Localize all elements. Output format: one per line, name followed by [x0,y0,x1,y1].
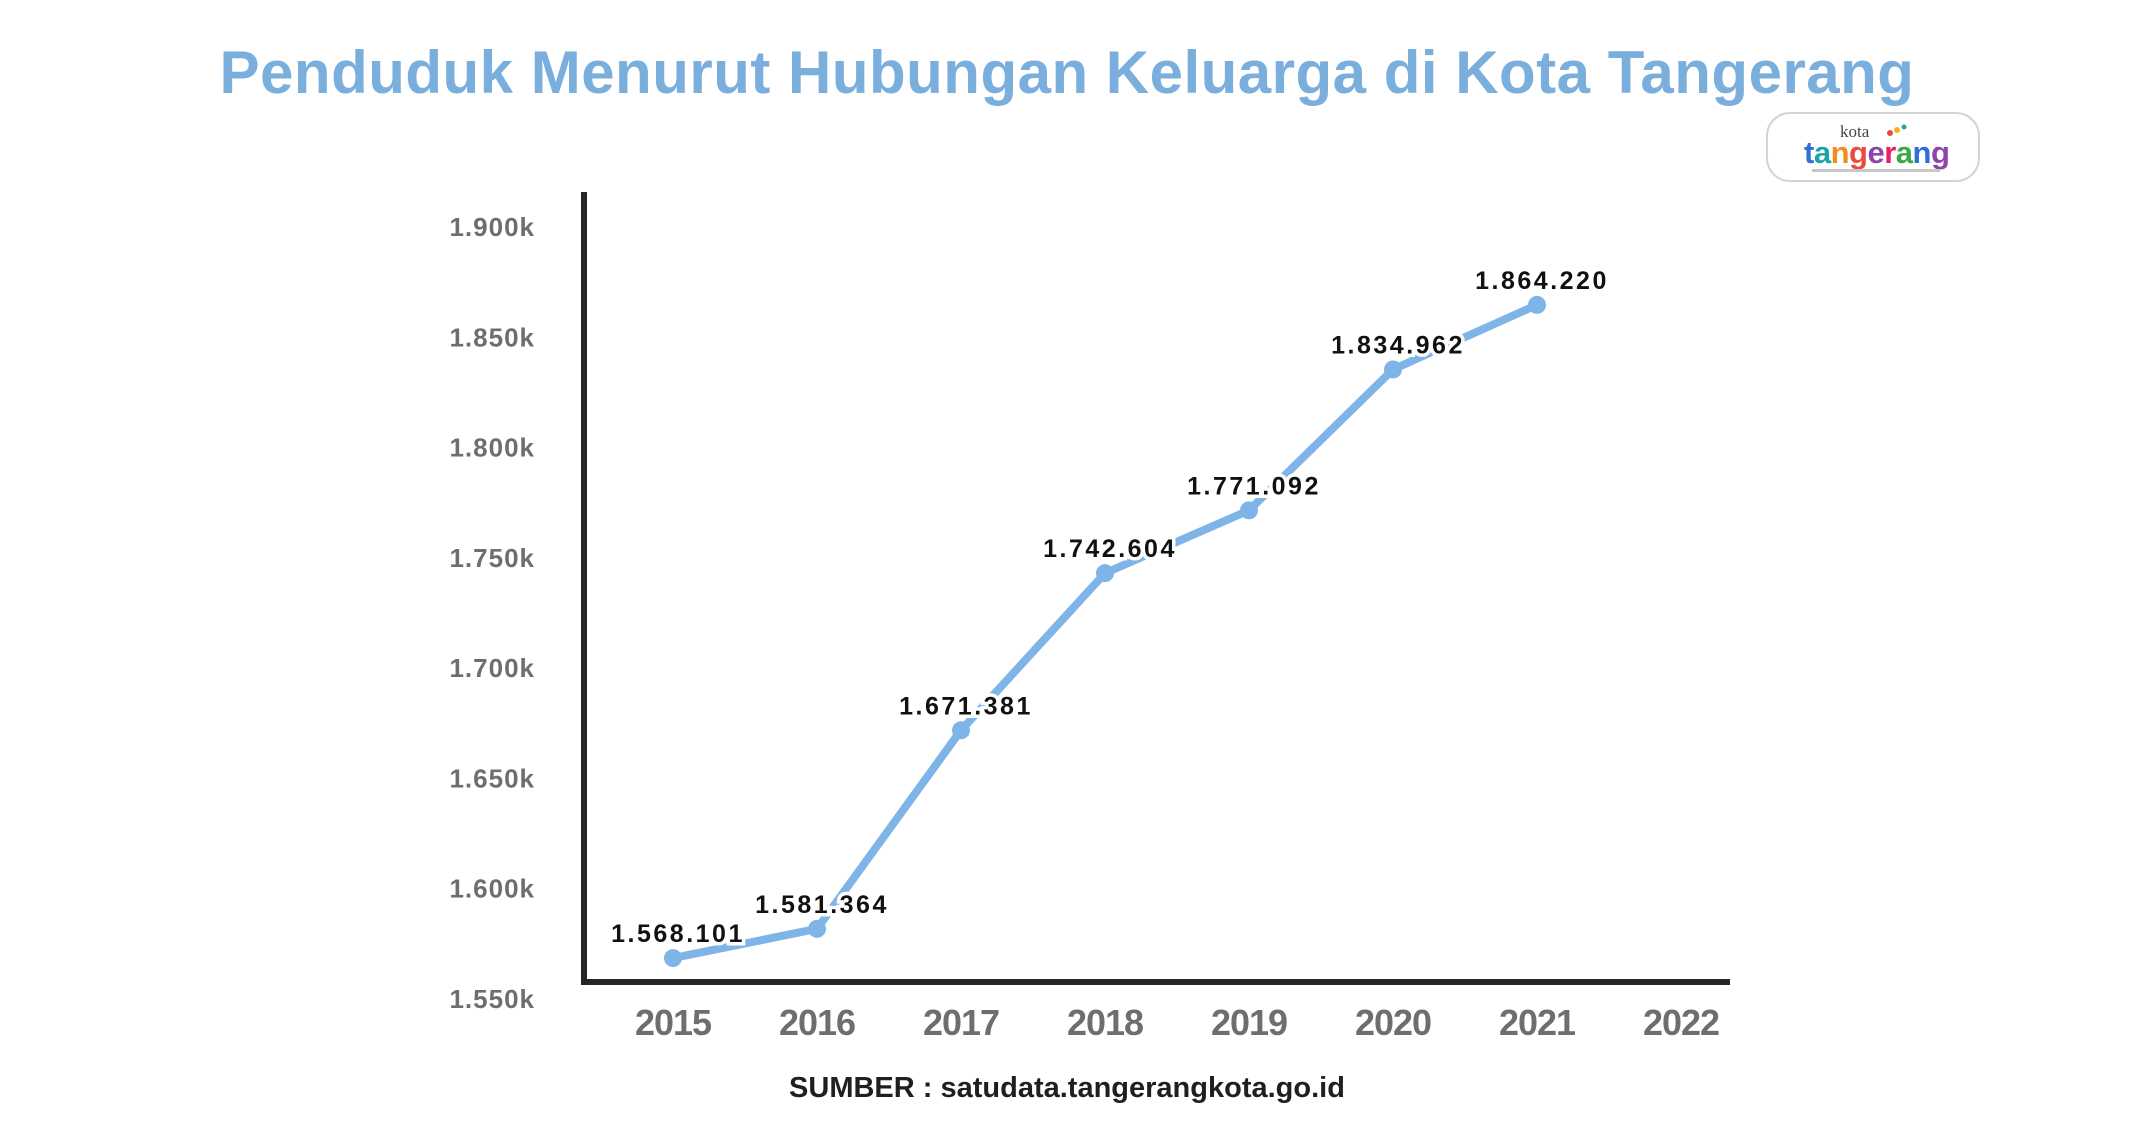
data-point [808,919,826,938]
y-tick-label: 1.900k [449,212,535,242]
logo-letter: n [1912,135,1932,170]
logo-letter: n [1830,135,1850,170]
logo-letter: a [1895,135,1913,170]
kota-tangerang-logo: kota tangerang [1766,112,1980,182]
data-label: 1.834.962 [1331,331,1465,359]
logo-small-text: kota [1840,122,1870,141]
x-tick-label: 2018 [1067,1002,1143,1043]
logo-letter: r [1884,135,1896,170]
logo-letter: t [1804,135,1814,170]
x-tick-label: 2022 [1643,1002,1719,1043]
logo-tagline-bar [1812,169,1940,172]
logo-letter: e [1867,135,1885,170]
y-tick-label: 1.850k [449,322,535,352]
data-label: 1.568.101 [611,920,745,948]
x-tick-label: 2021 [1499,1002,1576,1043]
logo-letter: a [1813,135,1831,170]
logo-dots-icon [1887,124,1907,136]
y-tick-label: 1.600k [449,874,535,904]
data-label: 1.771.092 [1187,472,1321,500]
y-tick-label: 1.650k [449,763,535,793]
data-point [1528,295,1546,314]
data-point [664,949,682,968]
x-tick-label: 2015 [635,1002,712,1043]
logo-letter: g [1849,135,1868,170]
data-label: 1.581.364 [755,891,889,919]
x-tick-label: 2020 [1355,1002,1431,1043]
data-label: 1.864.220 [1475,267,1609,295]
logo-letter: g [1930,135,1950,170]
data-label: 1.742.604 [1043,535,1177,563]
x-tick-label: 2016 [779,1002,855,1043]
y-axis-ticks: 1.550k 1.600k 1.650k 1.700k 1.750k 1.800k 1.85… [449,212,535,1014]
source-note: SUMBER : satudata.tangerangkota.go.id [789,1072,1345,1104]
data-point [1240,501,1258,520]
x-tick-label: 2017 [923,1002,999,1043]
logo-wordmark: tangerang [1804,135,1950,171]
chart-axes [581,192,1730,985]
data-point [1384,360,1402,379]
y-tick-label: 1.700k [449,653,535,683]
x-axis-ticks: 2015 2016 2017 2018 2019 2020 2021 2022 [635,1002,1720,1043]
data-labels: 1.568.101 1.581.364 1.671.381 1.742.604 1.77… [608,263,1610,951]
y-tick-label: 1.550k [449,984,535,1014]
x-tick-label: 2019 [1211,1002,1287,1043]
data-label: 1.671.381 [899,692,1033,720]
y-tick-label: 1.750k [449,543,535,573]
chart-series [664,295,1546,968]
series-line [669,300,1541,963]
data-point [952,721,970,740]
data-point [1096,564,1114,583]
chart-title: Penduduk Menurut Hubungan Keluarga di Ko… [219,39,1915,106]
y-tick-label: 1.800k [449,433,535,463]
